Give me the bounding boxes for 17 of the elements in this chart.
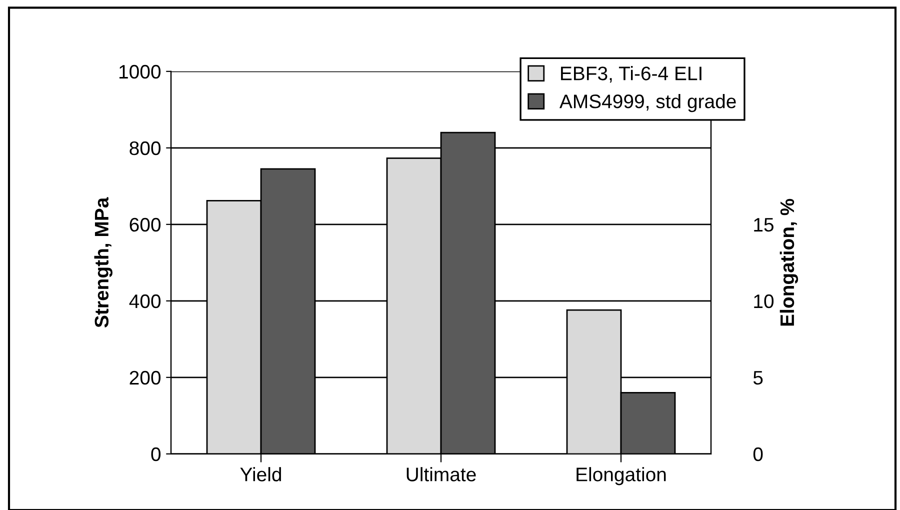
y-tick-label: 1000 bbox=[120, 64, 161, 79]
y2-tick-label: 15 bbox=[754, 218, 774, 232]
x-tick-label: Yield bbox=[240, 467, 281, 482]
legend-label: AMS4999, std grade bbox=[559, 94, 736, 112]
y-tick-label: 800 bbox=[130, 141, 161, 156]
y2-tick-label: 5 bbox=[753, 371, 763, 385]
y2-tick-label: 0 bbox=[753, 447, 763, 462]
x-tick-label: Elongation bbox=[576, 467, 666, 486]
y2-tick-label: 10 bbox=[754, 294, 774, 308]
y-axis-title: Strength, MPa bbox=[94, 197, 112, 328]
y-tick-label: 0 bbox=[151, 447, 161, 462]
legend-label: EBF3, Ti-6-4 ELI bbox=[561, 66, 702, 83]
x-tick-label: Ultimate bbox=[406, 467, 476, 482]
y-tick-label: 200 bbox=[130, 370, 161, 385]
y2-axis-title: Elongation, % bbox=[780, 198, 798, 326]
y-tick-label: 600 bbox=[130, 218, 161, 232]
y-tick-label: 400 bbox=[129, 294, 161, 308]
